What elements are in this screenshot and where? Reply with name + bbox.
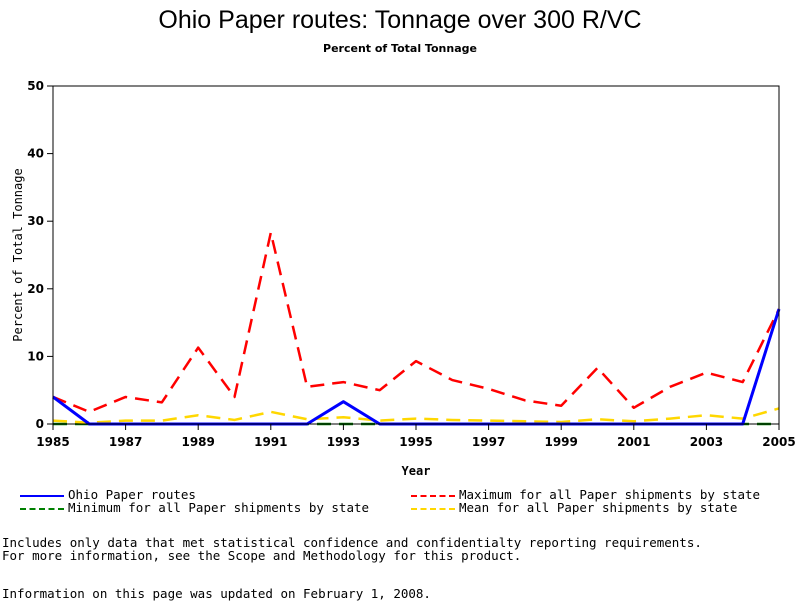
x-tick-label: 1991	[254, 435, 287, 449]
y-tick-label: 50	[27, 79, 44, 93]
x-tick-label: 1993	[327, 435, 360, 449]
legend-label-maximum: Maximum for all Paper shipments by state	[459, 487, 761, 502]
legend-label-ohio: Ohio Paper routes	[68, 487, 196, 502]
plot-frame	[52, 85, 780, 425]
chart-subtitle: Percent of Total Tonnage	[323, 42, 477, 55]
footnote-updated: Information on this page was updated on …	[2, 586, 431, 601]
legend-item-minimum: Minimum for all Paper shipments by state	[20, 500, 369, 515]
series-line-1	[52, 231, 781, 414]
x-tick-label: 1999	[544, 435, 577, 449]
x-tick-label: 1985	[36, 435, 69, 449]
x-tick-label: 2001	[617, 435, 650, 449]
y-axis-title: Percent of Total Tonnage	[11, 168, 25, 341]
legend-item-ohio: Ohio Paper routes	[20, 487, 196, 502]
legend-item-maximum: Maximum for all Paper shipments by state	[411, 487, 760, 502]
series-line-0	[52, 308, 781, 426]
y-tick-label: 0	[36, 417, 44, 431]
legend-label-mean: Mean for all Paper shipments by state	[459, 500, 738, 515]
legend-swatch-minimum	[20, 507, 64, 510]
x-axis-title: Year	[402, 464, 431, 478]
legend-swatch-mean	[411, 507, 455, 510]
x-tick-label: 1987	[109, 435, 142, 449]
legend-label-minimum: Minimum for all Paper shipments by state	[68, 500, 370, 515]
footnote-confidence: Includes only data that met statistical …	[2, 535, 702, 550]
series-line-3	[52, 407, 780, 424]
x-tick-label: 1995	[399, 435, 432, 449]
y-tick-label: 10	[27, 349, 44, 363]
chart-title: Ohio Paper routes: Tonnage over 300 R/VC	[158, 6, 642, 34]
x-tick-label: 1997	[472, 435, 505, 449]
footnote-methodology: For more information, see the Scope and …	[2, 548, 522, 563]
legend-swatch-maximum	[411, 494, 455, 497]
x-tick-label: 2005	[762, 435, 795, 449]
y-tick-label: 20	[27, 282, 44, 296]
y-tick-label: 40	[27, 147, 44, 161]
legend-swatch-ohio	[20, 494, 64, 497]
y-tick-label: 30	[27, 214, 44, 228]
x-tick-label: 2003	[690, 435, 723, 449]
x-tick-label: 1989	[181, 435, 214, 449]
legend-item-mean: Mean for all Paper shipments by state	[411, 500, 737, 515]
